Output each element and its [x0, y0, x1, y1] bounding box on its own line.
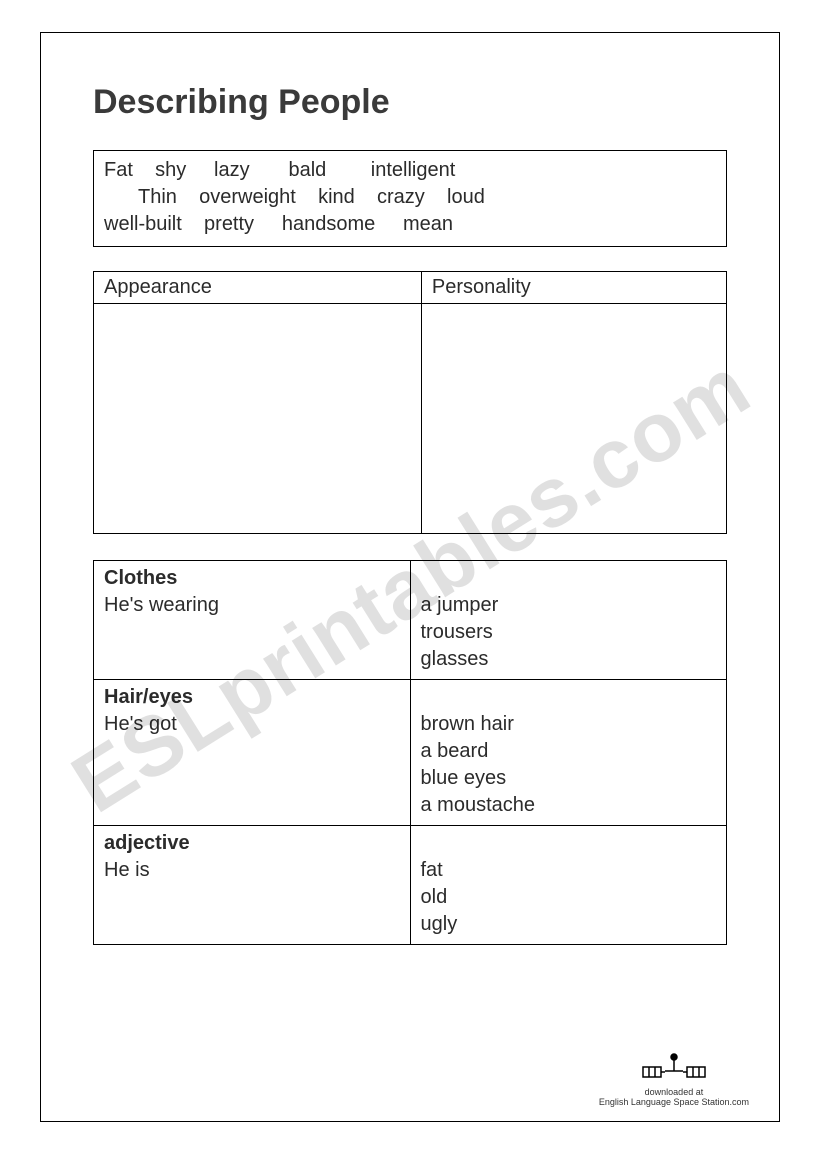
wordbank-line: Thin overweight kind crazy loud	[104, 184, 716, 211]
phrase-left: adjective He is	[94, 826, 411, 945]
word-bank: Fat shy lazy bald intelligent Thin overw…	[93, 150, 727, 247]
section-prompt: He is	[104, 857, 400, 884]
phrase-item: a moustache	[421, 792, 717, 819]
section-prompt: He's wearing	[104, 592, 400, 619]
section-label: Clothes	[104, 565, 400, 592]
phrase-item: a jumper	[421, 592, 717, 619]
phrase-item: blue eyes	[421, 765, 717, 792]
sort-table: Appearance Personality	[93, 271, 727, 534]
section-label: Hair/eyes	[104, 684, 400, 711]
phrase-item: ugly	[421, 911, 717, 938]
phrase-item: glasses	[421, 646, 717, 673]
footer-line1: downloaded at	[599, 1087, 749, 1097]
table-row: adjective He is fat old ugly	[94, 826, 727, 945]
table-row: Clothes He's wearing a jumper trousers g…	[94, 561, 727, 680]
satellite-icon	[639, 1051, 709, 1085]
sort-cell-appearance	[94, 304, 422, 534]
wordbank-line: well-built pretty handsome mean	[104, 211, 716, 238]
sort-header-appearance: Appearance	[94, 272, 422, 304]
phrase-item: old	[421, 884, 717, 911]
phrase-item: a beard	[421, 738, 717, 765]
phrase-right: a jumper trousers glasses	[410, 561, 727, 680]
sort-header-personality: Personality	[421, 272, 726, 304]
phrase-item: fat	[421, 857, 717, 884]
page-frame: Describing People Fat shy lazy bald inte…	[40, 32, 780, 1122]
phrases-table: Clothes He's wearing a jumper trousers g…	[93, 560, 727, 945]
page-title: Describing People	[93, 83, 727, 122]
phrase-item: brown hair	[421, 711, 717, 738]
footer-line2: English Language Space Station.com	[599, 1097, 749, 1107]
phrase-left: Hair/eyes He's got	[94, 680, 411, 826]
section-prompt: He's got	[104, 711, 400, 738]
phrase-right: brown hair a beard blue eyes a moustache	[410, 680, 727, 826]
phrase-left: Clothes He's wearing	[94, 561, 411, 680]
wordbank-line: Fat shy lazy bald intelligent	[104, 157, 716, 184]
table-row: Hair/eyes He's got brown hair a beard bl…	[94, 680, 727, 826]
phrase-right: fat old ugly	[410, 826, 727, 945]
footer-attribution: downloaded at English Language Space Sta…	[599, 1051, 749, 1107]
phrase-item: trousers	[421, 619, 717, 646]
sort-cell-personality	[421, 304, 726, 534]
section-label: adjective	[104, 830, 400, 857]
